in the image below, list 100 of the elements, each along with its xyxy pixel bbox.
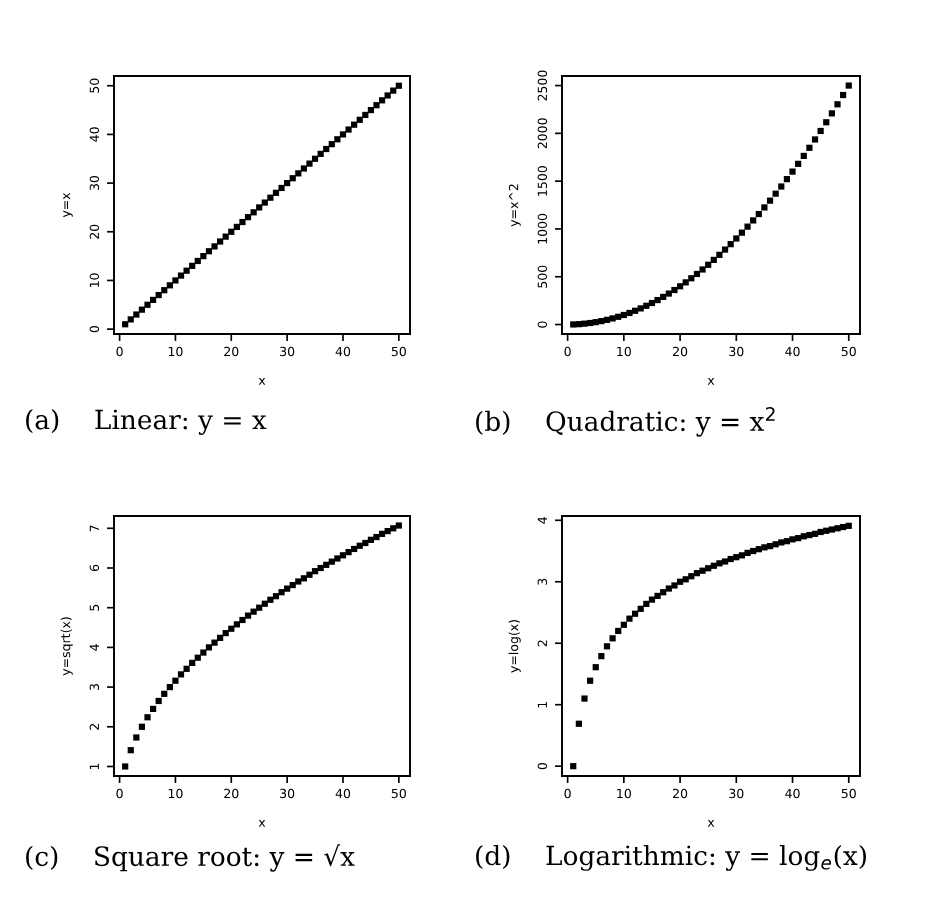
- point: [239, 616, 246, 624]
- point: [733, 554, 740, 561]
- point: [244, 612, 252, 619]
- point: [626, 309, 633, 317]
- point: [211, 243, 218, 250]
- point: [155, 291, 162, 299]
- point: [378, 97, 386, 104]
- point: [289, 175, 296, 182]
- point: [149, 705, 157, 713]
- text: (b) Quadratic: y = x$^{2}$: [476, 406, 775, 437]
- point: [306, 160, 313, 167]
- point: [222, 233, 229, 240]
- point: [133, 734, 140, 741]
- point: [603, 643, 611, 650]
- point: [660, 293, 667, 301]
- point: [716, 251, 723, 258]
- point: [373, 533, 380, 541]
- point: [643, 600, 650, 607]
- point: [609, 635, 616, 642]
- point: [620, 621, 627, 628]
- point: [345, 126, 352, 133]
- point: [351, 545, 358, 553]
- point: [654, 592, 661, 600]
- point: [194, 257, 201, 265]
- point: [716, 560, 723, 567]
- point: [172, 677, 179, 684]
- point: [811, 136, 819, 143]
- point: [127, 747, 134, 754]
- point: [581, 695, 588, 702]
- point: [575, 720, 582, 727]
- point: [205, 248, 213, 255]
- point: [261, 199, 268, 206]
- point: [256, 204, 263, 211]
- point: [362, 539, 369, 547]
- point: [738, 229, 746, 236]
- point: [761, 544, 768, 551]
- point: [228, 228, 235, 235]
- point: [133, 311, 140, 318]
- point: [795, 535, 802, 542]
- point: [587, 319, 594, 327]
- point: [233, 223, 240, 231]
- point: [339, 131, 347, 138]
- point: [648, 596, 656, 603]
- point: [239, 218, 246, 226]
- point: [390, 87, 397, 94]
- point: [671, 286, 678, 294]
- point: [665, 585, 672, 592]
- point: [778, 183, 785, 190]
- point: [609, 315, 616, 322]
- point: [834, 525, 841, 532]
- point: [166, 683, 173, 691]
- point: [256, 604, 263, 611]
- point: [122, 763, 129, 770]
- point: [334, 555, 341, 562]
- point: [834, 101, 841, 108]
- point: [183, 665, 190, 672]
- point: [284, 585, 291, 592]
- point: [127, 316, 134, 323]
- point: [598, 653, 605, 660]
- point: [334, 136, 341, 143]
- point: [845, 82, 852, 89]
- point: [211, 639, 218, 646]
- point: [710, 256, 717, 264]
- point: [671, 582, 678, 589]
- point: [626, 615, 633, 622]
- point: [840, 91, 847, 99]
- point: [766, 543, 774, 550]
- point: [631, 610, 639, 617]
- point: [789, 536, 796, 543]
- point: [351, 121, 358, 128]
- point: [699, 266, 706, 273]
- point: [278, 589, 285, 596]
- point: [122, 321, 129, 328]
- point: [570, 321, 577, 328]
- text: (d) Logarithmic: y = log$_{e}$(x): [476, 844, 866, 871]
- text: (c) Square root: y = √x: [26, 844, 355, 872]
- point: [676, 283, 684, 290]
- point: [189, 659, 196, 666]
- point: [144, 714, 151, 721]
- point: [345, 549, 352, 556]
- point: [217, 238, 224, 245]
- point: [189, 262, 196, 269]
- point: [356, 116, 363, 123]
- point: [800, 152, 807, 160]
- point: [200, 649, 207, 656]
- point: [699, 567, 706, 574]
- point: [615, 313, 622, 320]
- point: [267, 596, 274, 603]
- point: [823, 527, 830, 534]
- point: [660, 589, 667, 596]
- point: [721, 558, 729, 565]
- point: [845, 522, 852, 529]
- point: [592, 664, 599, 671]
- point: [755, 210, 762, 218]
- point: [155, 697, 162, 705]
- point: [138, 306, 146, 313]
- point: [823, 119, 830, 126]
- point: [295, 578, 302, 585]
- point: [244, 214, 252, 221]
- point: [144, 301, 151, 308]
